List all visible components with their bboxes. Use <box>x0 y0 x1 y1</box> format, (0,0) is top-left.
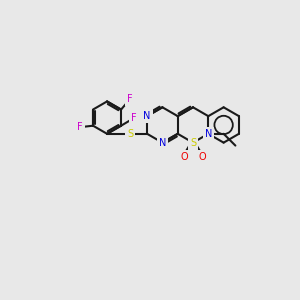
Text: O: O <box>180 152 188 162</box>
Text: N: N <box>143 111 151 121</box>
Text: F: F <box>127 94 133 104</box>
Text: O: O <box>198 152 206 162</box>
Text: S: S <box>190 138 196 148</box>
Text: S: S <box>127 129 133 139</box>
Text: N: N <box>205 129 212 139</box>
Text: N: N <box>159 138 166 148</box>
Text: F: F <box>77 122 83 132</box>
Text: F: F <box>130 113 136 123</box>
